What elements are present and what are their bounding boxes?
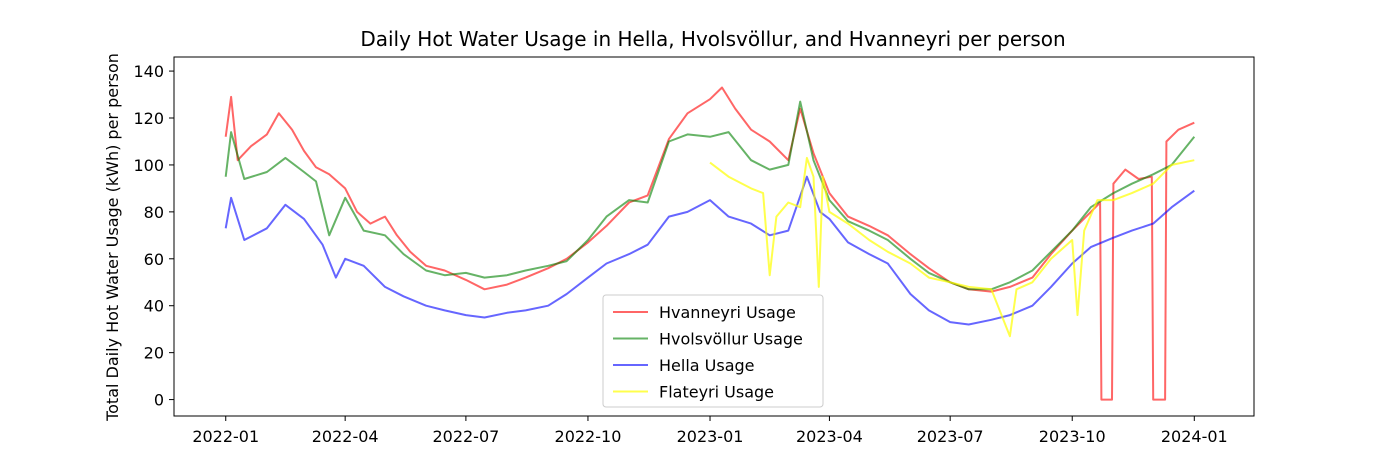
series-line-4 (709, 156, 1195, 338)
y-axis-title: Total Daily Hot Water Usage (kWh) per pe… (103, 53, 122, 422)
y-tick-label: 0 (154, 391, 164, 410)
series-line-1 (224, 86, 1195, 401)
y-tick-label: 60 (144, 250, 164, 269)
x-tick-label: 2022-01 (192, 427, 259, 446)
y-tick-label: 20 (144, 344, 164, 363)
y-tick-label: 40 (144, 297, 164, 316)
legend-label: Hella Usage (659, 356, 755, 375)
legend: Hvanneyri Usage Hvolsvöllur Usage Hella Us… (602, 294, 824, 408)
x-tick-label: 2023-04 (796, 427, 863, 446)
x-tick-label: 2022-04 (312, 427, 379, 446)
legend-label: Flateyri Usage (659, 383, 774, 402)
x-tick-label: 2024-01 (1161, 427, 1228, 446)
chart-title: Daily Hot Water Usage in Hella, Hvolsvöl… (360, 27, 1065, 51)
x-tick-label: 2023-01 (677, 427, 744, 446)
x-tick-label: 2023-07 (917, 427, 984, 446)
x-tick-label: 2022-07 (432, 427, 499, 446)
plot-area (173, 56, 1255, 417)
x-tick-label: 2022-10 (555, 427, 622, 446)
y-tick-label: 140 (133, 62, 164, 81)
legend-label: Hvolsvöllur Usage (659, 330, 803, 349)
series-line-3 (224, 175, 1195, 326)
y-tick-label: 100 (133, 156, 164, 175)
legend-box (602, 294, 824, 408)
x-tick-label: 2023-10 (1039, 427, 1106, 446)
series-line-2 (224, 100, 1196, 291)
y-tick-label: 80 (144, 203, 164, 222)
legend-label: Hvanneyri Usage (659, 303, 796, 322)
y-tick-label: 120 (133, 109, 164, 128)
